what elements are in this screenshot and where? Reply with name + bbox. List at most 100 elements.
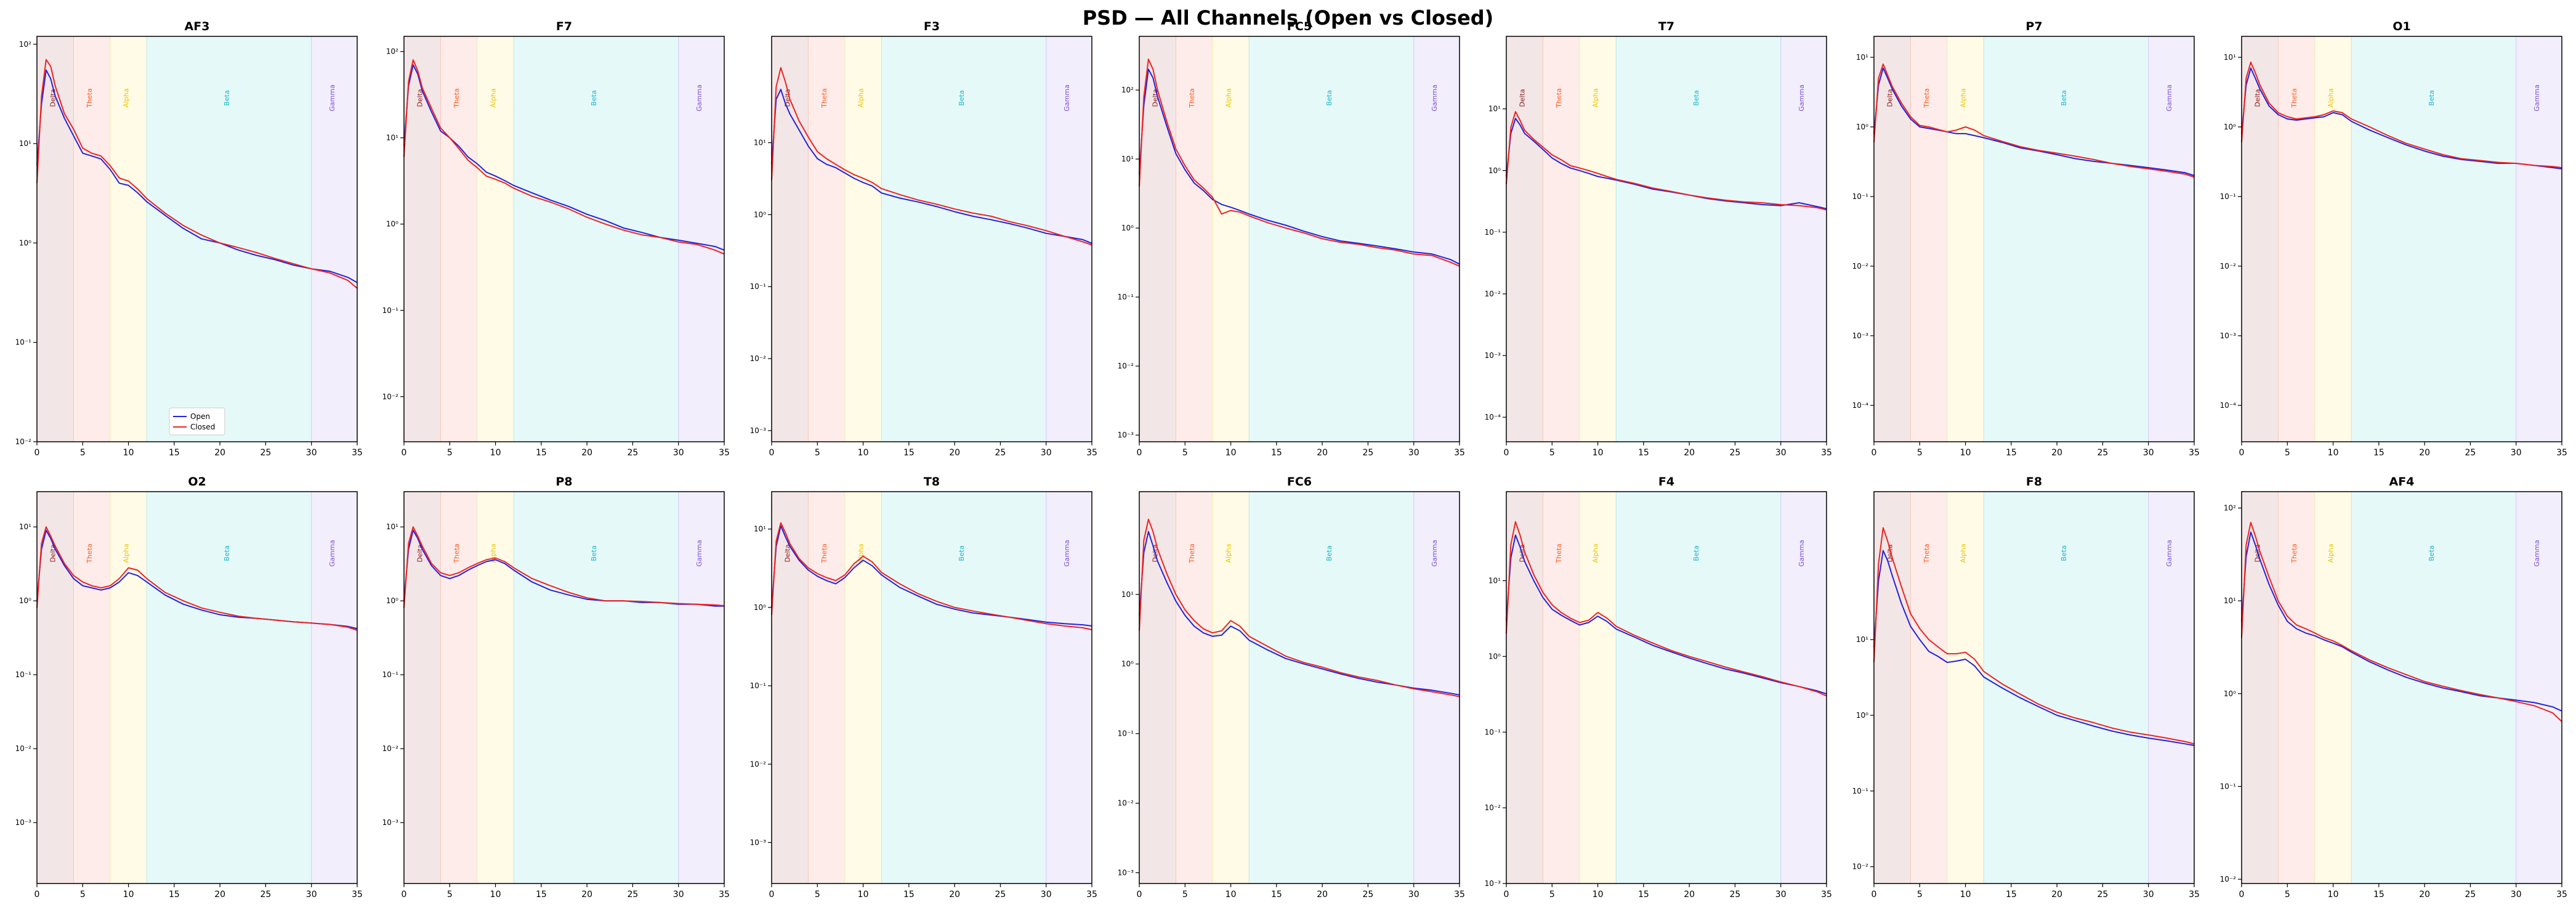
y-tick-label: 10⁻² (2220, 875, 2237, 884)
band-label: Gamma (2165, 540, 2173, 566)
x-tick-label: 20 (214, 890, 225, 900)
band-theta (2278, 492, 2315, 884)
x-tick-label: 5 (80, 890, 86, 900)
subplot-title: O2 (188, 475, 206, 489)
subplot-title: O1 (2392, 20, 2410, 33)
band-label: Beta (1325, 90, 1333, 105)
y-tick-label: 10¹ (1488, 577, 1501, 585)
x-tick-label: 0 (769, 448, 775, 458)
band-alpha (1212, 36, 1250, 442)
band-label: Gamma (1798, 84, 1806, 111)
x-tick-label: 15 (1271, 448, 1282, 458)
x-tick-label: 0 (402, 448, 407, 458)
x-tick-label: 15 (169, 448, 180, 458)
band-label: Theta (1188, 543, 1196, 564)
x-tick-label: 25 (260, 448, 272, 458)
series-line-closed (1506, 111, 1827, 211)
x-tick-label: 25 (628, 890, 639, 900)
y-tick-label: 10⁻¹ (1485, 728, 1501, 736)
y-tick-label: 10⁻³ (750, 426, 767, 435)
y-tick-label: 10⁰ (386, 220, 398, 229)
x-tick-label: 0 (1871, 448, 1877, 458)
y-tick-label: 10⁻³ (15, 818, 32, 827)
band-delta (2242, 492, 2279, 884)
band-theta (2278, 36, 2315, 442)
x-tick-label: 20 (581, 448, 592, 458)
series-line-open (1873, 67, 2195, 176)
band-gamma (1413, 492, 1460, 884)
band-label: Gamma (2533, 540, 2541, 566)
band-label: Alpha (2327, 88, 2335, 107)
band-label: Gamma (328, 84, 336, 111)
band-delta (2242, 36, 2279, 442)
band-label: Theta (820, 543, 828, 564)
x-tick-label: 25 (1730, 890, 1741, 900)
axes-frame (1873, 491, 2195, 884)
subplot-title: F4 (1658, 475, 1674, 489)
y-tick-label: 10⁻⁴ (2220, 401, 2237, 410)
y-tick-label: 10⁻³ (1118, 431, 1134, 439)
x-tick-label: 20 (2419, 890, 2430, 900)
band-label: Theta (2290, 543, 2298, 564)
band-label: Alpha (1225, 88, 1233, 107)
series-line-open (771, 525, 1092, 627)
y-tick-label: 10⁻³ (382, 818, 399, 827)
series-line-closed (2241, 521, 2562, 722)
y-tick-label: 10⁻² (15, 437, 32, 446)
x-tick-label: 35 (352, 890, 363, 900)
y-tick-label: 10² (386, 47, 398, 56)
band-theta (440, 492, 477, 884)
x-tick-label: 5 (815, 890, 820, 900)
x-tick-label: 5 (815, 448, 820, 458)
band-label: Beta (2060, 545, 2068, 561)
x-tick-label: 0 (1871, 890, 1877, 900)
band-beta (881, 36, 1046, 442)
band-label: Theta (1188, 88, 1196, 108)
band-delta (772, 36, 809, 442)
band-label: Alpha (1592, 543, 1600, 563)
subplot-t7: Delta Theta Alpha Beta Gamma 0 5 10 15 20 25 30 35 10… (1485, 20, 1832, 458)
band-label: Alpha (1960, 88, 1968, 107)
x-tick-label: 35 (2556, 890, 2567, 900)
subplot-o1: Delta Theta Alpha Beta Gamma 0 5 10 15 20 25 30 35 10… (2220, 20, 2567, 458)
x-tick-label: 15 (2373, 890, 2384, 900)
x-tick-label: 30 (2511, 448, 2522, 458)
x-tick-label: 25 (1363, 448, 1374, 458)
band-label: Gamma (1431, 540, 1439, 566)
axes-frame (36, 491, 358, 884)
x-tick-label: 0 (1137, 448, 1142, 458)
x-tick-label: 10 (1960, 448, 1971, 458)
x-tick-label: 20 (2051, 448, 2062, 458)
y-tick-label: 10⁻² (1852, 863, 1869, 871)
band-beta (514, 36, 679, 442)
series-line-closed (36, 526, 358, 631)
y-tick-label: 10⁻¹ (750, 282, 767, 291)
y-tick-label: 10⁻⁴ (1852, 401, 1869, 410)
y-tick-label: 10⁰ (1488, 166, 1501, 175)
subplot-title: T8 (924, 475, 940, 489)
band-label: Beta (958, 545, 966, 561)
x-tick-label: 25 (628, 448, 639, 458)
band-theta (1176, 492, 1213, 884)
x-tick-label: 20 (2051, 890, 2062, 900)
band-label: Gamma (2165, 84, 2173, 111)
x-tick-label: 20 (949, 890, 960, 900)
y-tick-label: 10¹ (19, 139, 31, 148)
subplot-p7: Delta Theta Alpha Beta Gamma 0 5 10 15 20 25 30 35 10… (1852, 20, 2200, 458)
band-alpha (110, 492, 147, 884)
band-label: Beta (223, 90, 231, 105)
y-tick-label: 10¹ (1121, 590, 1134, 599)
axes-frame (403, 491, 725, 884)
x-tick-label: 30 (1041, 448, 1052, 458)
band-alpha (1579, 36, 1617, 442)
axes-frame (1873, 36, 2195, 442)
subplot-title: F7 (556, 20, 572, 33)
axes-frame (36, 36, 358, 442)
y-tick-label: 10¹ (386, 522, 398, 531)
series-line-closed (771, 522, 1092, 630)
x-tick-label: 10 (123, 890, 134, 900)
x-tick-label: 10 (1225, 890, 1237, 900)
series-line-closed (1139, 518, 1460, 697)
x-tick-label: 5 (1182, 890, 1188, 900)
